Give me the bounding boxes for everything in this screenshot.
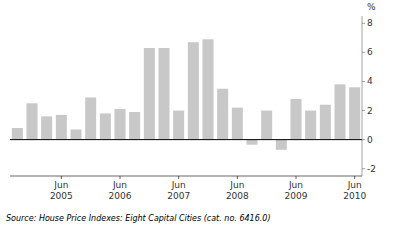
- y-tick: [362, 23, 365, 24]
- x-tick-label-line: Jun: [53, 180, 68, 190]
- bar: [115, 109, 126, 140]
- zero-line: [10, 139, 362, 140]
- bar: [41, 116, 52, 139]
- x-tick-label: Jun2009: [285, 180, 308, 201]
- x-tick: [296, 176, 297, 179]
- x-tick: [61, 176, 62, 179]
- bar: [173, 111, 184, 140]
- x-tick: [120, 176, 121, 179]
- y-tick: [362, 52, 365, 53]
- chart: -202468%Jun2005Jun2006Jun2007Jun2008Jun2…: [0, 0, 397, 227]
- x-axis-line: [10, 176, 362, 177]
- bar: [247, 140, 258, 145]
- bar: [291, 99, 302, 140]
- y-tick-label: -2: [367, 164, 376, 174]
- bars: [12, 39, 360, 150]
- x-tick-label: Jun2010: [343, 180, 366, 201]
- y-tick-label: 4: [367, 76, 373, 86]
- bar: [217, 89, 228, 140]
- bar: [85, 97, 96, 139]
- x-tick-label: Jun2005: [50, 180, 73, 201]
- y-tick-label: 2: [367, 106, 373, 116]
- bar: [27, 103, 38, 139]
- x-tick-label-line: 2006: [109, 191, 132, 201]
- x-tick-label-line: 2008: [226, 191, 249, 201]
- y-tick: [362, 168, 365, 169]
- x-tick-label-line: Jun: [288, 180, 303, 190]
- bar: [261, 111, 272, 140]
- bar: [71, 129, 82, 139]
- x-tick: [354, 176, 355, 179]
- x-tick-label-line: Jun: [229, 180, 244, 190]
- x-tick-label-line: Jun: [112, 180, 127, 190]
- y-tick-label: 0: [367, 135, 373, 145]
- x-tick-label: Jun2006: [109, 180, 132, 201]
- background: [0, 0, 397, 227]
- x-tick-label-line: 2005: [50, 191, 73, 201]
- bar: [129, 112, 140, 140]
- x-tick-label: Jun2008: [226, 180, 249, 201]
- bar: [159, 48, 170, 140]
- bar: [320, 105, 331, 140]
- x-tick-label-line: Jun: [347, 180, 362, 190]
- y-tick: [362, 81, 365, 82]
- x-tick: [178, 176, 179, 179]
- y-axis-line: [362, 16, 363, 176]
- x-tick-label: Jun2007: [167, 180, 190, 201]
- bar: [232, 108, 243, 140]
- bar: [335, 84, 346, 139]
- bar: [56, 115, 67, 140]
- y-tick: [362, 139, 365, 140]
- bar: [144, 48, 155, 140]
- x-tick: [237, 176, 238, 179]
- source: Source: House Price Indexes: Eight Capit…: [6, 214, 271, 223]
- x-tick-label-line: 2009: [285, 191, 308, 201]
- x-tick-label-line: 2007: [167, 191, 190, 201]
- bar: [276, 140, 287, 150]
- bar: [305, 111, 316, 140]
- bar: [100, 113, 111, 139]
- bar: [349, 87, 360, 139]
- x-tick-label-line: Jun: [171, 180, 186, 190]
- y-axis-label: %: [367, 2, 376, 12]
- x-tick-label-line: 2010: [343, 191, 366, 201]
- bar: [188, 42, 199, 139]
- bar: [203, 39, 214, 139]
- y-tick: [362, 110, 365, 111]
- bar: [12, 128, 23, 140]
- y-tick-label: 8: [367, 18, 373, 28]
- y-tick-label: 6: [367, 47, 373, 57]
